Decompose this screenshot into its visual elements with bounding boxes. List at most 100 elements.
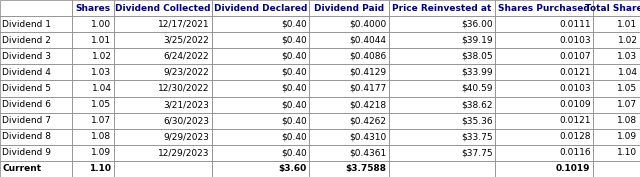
Text: Dividend 7: Dividend 7 bbox=[3, 116, 51, 125]
Bar bbox=[72, 48, 114, 64]
Text: Dividend 4: Dividend 4 bbox=[3, 68, 51, 77]
Bar bbox=[309, 81, 389, 96]
Bar bbox=[212, 96, 309, 113]
Text: $3.60: $3.60 bbox=[278, 164, 307, 173]
Text: 0.0121: 0.0121 bbox=[559, 68, 591, 77]
Text: Shares Purchased: Shares Purchased bbox=[498, 4, 590, 13]
Bar bbox=[114, 161, 212, 177]
Bar bbox=[495, 129, 593, 145]
Bar bbox=[114, 113, 212, 129]
Text: Dividend 5: Dividend 5 bbox=[3, 84, 51, 93]
Bar bbox=[593, 16, 640, 32]
Bar bbox=[0, 32, 72, 48]
Text: 9/29/2023: 9/29/2023 bbox=[164, 132, 209, 141]
Bar bbox=[389, 16, 495, 32]
Text: $0.4044: $0.4044 bbox=[349, 36, 387, 45]
Text: 1.07: 1.07 bbox=[92, 116, 111, 125]
Text: $0.40: $0.40 bbox=[281, 132, 307, 141]
Bar bbox=[593, 81, 640, 96]
Bar bbox=[72, 16, 114, 32]
Bar bbox=[114, 48, 212, 64]
Text: 1.10: 1.10 bbox=[618, 148, 637, 157]
Text: $35.36: $35.36 bbox=[461, 116, 493, 125]
Bar bbox=[72, 145, 114, 161]
Bar bbox=[593, 0, 640, 16]
Bar bbox=[593, 129, 640, 145]
Text: 3/21/2023: 3/21/2023 bbox=[164, 100, 209, 109]
Bar bbox=[0, 161, 72, 177]
Bar bbox=[212, 64, 309, 81]
Text: 0.0128: 0.0128 bbox=[559, 132, 591, 141]
Text: $0.40: $0.40 bbox=[281, 36, 307, 45]
Bar bbox=[0, 113, 72, 129]
Text: Dividend 3: Dividend 3 bbox=[3, 52, 51, 61]
Bar bbox=[593, 145, 640, 161]
Bar bbox=[495, 0, 593, 16]
Text: 1.02: 1.02 bbox=[618, 36, 637, 45]
Bar bbox=[114, 96, 212, 113]
Text: $0.4262: $0.4262 bbox=[349, 116, 387, 125]
Text: Total Shares: Total Shares bbox=[585, 4, 640, 13]
Bar bbox=[389, 32, 495, 48]
Text: $0.4310: $0.4310 bbox=[349, 132, 387, 141]
Bar bbox=[309, 16, 389, 32]
Text: Dividend 9: Dividend 9 bbox=[3, 148, 51, 157]
Text: 6/24/2022: 6/24/2022 bbox=[164, 52, 209, 61]
Text: 1.00: 1.00 bbox=[92, 20, 111, 29]
Bar bbox=[72, 32, 114, 48]
Text: 1.05: 1.05 bbox=[618, 84, 637, 93]
Bar bbox=[593, 48, 640, 64]
Bar bbox=[593, 64, 640, 81]
Text: Dividend 6: Dividend 6 bbox=[3, 100, 51, 109]
Text: $3.7588: $3.7588 bbox=[346, 164, 387, 173]
Bar bbox=[0, 81, 72, 96]
Bar bbox=[114, 16, 212, 32]
Text: Dividend Paid: Dividend Paid bbox=[314, 4, 384, 13]
Bar bbox=[309, 161, 389, 177]
Text: $0.40: $0.40 bbox=[281, 116, 307, 125]
Bar bbox=[309, 96, 389, 113]
Text: $36.00: $36.00 bbox=[461, 20, 493, 29]
Text: 12/29/2023: 12/29/2023 bbox=[158, 148, 209, 157]
Bar bbox=[495, 48, 593, 64]
Text: 3/25/2022: 3/25/2022 bbox=[164, 36, 209, 45]
Bar bbox=[389, 0, 495, 16]
Text: 1.09: 1.09 bbox=[618, 132, 637, 141]
Bar bbox=[0, 129, 72, 145]
Text: 1.08: 1.08 bbox=[92, 132, 111, 141]
Bar bbox=[114, 32, 212, 48]
Bar bbox=[212, 16, 309, 32]
Text: $0.40: $0.40 bbox=[281, 68, 307, 77]
Text: $37.75: $37.75 bbox=[461, 148, 493, 157]
Text: 1.09: 1.09 bbox=[92, 148, 111, 157]
Text: 0.0111: 0.0111 bbox=[559, 20, 591, 29]
Bar bbox=[495, 64, 593, 81]
Text: 0.0107: 0.0107 bbox=[559, 52, 591, 61]
Text: 1.05: 1.05 bbox=[92, 100, 111, 109]
Text: $39.19: $39.19 bbox=[461, 36, 493, 45]
Text: 6/30/2023: 6/30/2023 bbox=[163, 116, 209, 125]
Bar bbox=[593, 32, 640, 48]
Bar bbox=[389, 81, 495, 96]
Bar bbox=[593, 161, 640, 177]
Text: 0.0109: 0.0109 bbox=[559, 100, 591, 109]
Text: $0.40: $0.40 bbox=[281, 100, 307, 109]
Text: $0.4086: $0.4086 bbox=[349, 52, 387, 61]
Text: 1.03: 1.03 bbox=[618, 52, 637, 61]
Text: 12/30/2022: 12/30/2022 bbox=[158, 84, 209, 93]
Text: 9/23/2022: 9/23/2022 bbox=[164, 68, 209, 77]
Text: $0.40: $0.40 bbox=[281, 52, 307, 61]
Bar bbox=[114, 64, 212, 81]
Bar bbox=[495, 113, 593, 129]
Bar bbox=[0, 145, 72, 161]
Bar bbox=[212, 113, 309, 129]
Bar bbox=[495, 145, 593, 161]
Bar bbox=[0, 16, 72, 32]
Bar bbox=[309, 113, 389, 129]
Text: $33.75: $33.75 bbox=[461, 132, 493, 141]
Bar bbox=[212, 129, 309, 145]
Text: $33.99: $33.99 bbox=[461, 68, 493, 77]
Text: Dividend 8: Dividend 8 bbox=[3, 132, 51, 141]
Text: $0.40: $0.40 bbox=[281, 84, 307, 93]
Bar bbox=[114, 81, 212, 96]
